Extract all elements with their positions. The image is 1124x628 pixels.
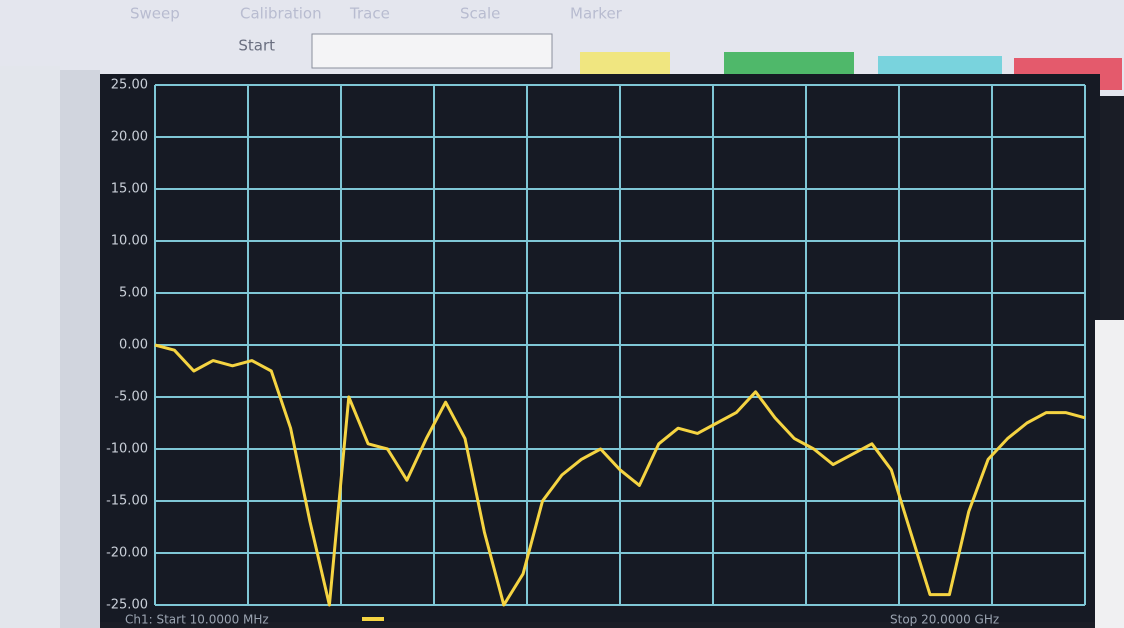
y-tick-label: 0.00 [119,338,148,353]
menu-item: Sweep [130,5,180,23]
plot: -25.00 -20.00 -15.00 -10.00 -5.00 0.00 5.00 10.… [106,78,1086,613]
menu-item: Scale [460,5,500,23]
y-tick-label: -20.00 [106,546,148,561]
right-edge [1095,320,1124,628]
menu-item: Marker [570,5,623,23]
y-tick-label: -10.00 [106,442,148,457]
y-tick-label: 25.00 [111,78,148,93]
y-tick-label: 10.00 [111,234,148,249]
side-strip [60,70,100,628]
trace-line [154,343,1086,607]
y-tick-label: 15.00 [111,182,148,197]
menu-item: Trace [349,5,390,23]
y-tick-label: -5.00 [114,390,148,405]
y-tick-label: 20.00 [111,130,148,145]
y-tick-label: 5.00 [119,286,148,301]
start-input[interactable] [311,33,553,69]
menu-item: Calibration [240,5,322,23]
trace-indicator [362,617,384,621]
start-label: Start [238,37,275,55]
plot-bg [100,74,1100,622]
button-yellow[interactable] [580,52,670,76]
status-stop: Stop 20.0000 GHz [890,613,999,627]
menu-bar: Sweep Calibration Trace Scale Marker [130,5,623,23]
side-panel [0,66,60,628]
status-start: Ch1: Start 10.0000 MHz [125,613,269,627]
y-tick-label: -15.00 [106,494,148,509]
y-tick-label: -25.00 [106,598,148,613]
